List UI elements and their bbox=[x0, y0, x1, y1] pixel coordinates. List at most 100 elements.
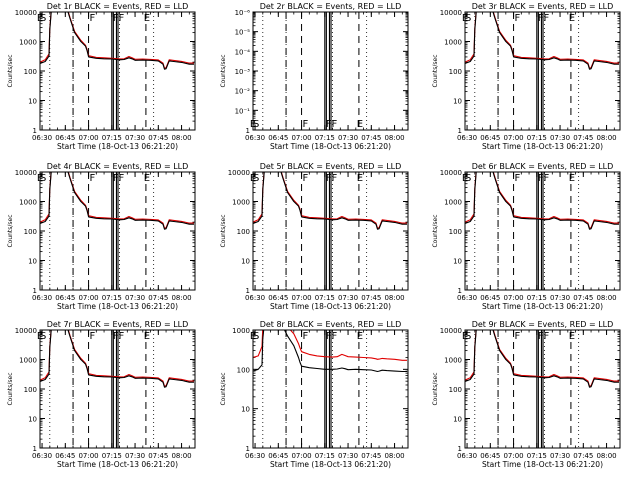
reference-lines bbox=[474, 12, 580, 130]
series-line-events bbox=[40, 172, 194, 230]
x-tick-label: 08:00 bbox=[171, 134, 191, 142]
series-group bbox=[40, 172, 194, 230]
reference-lines bbox=[474, 330, 580, 448]
y-tick-label: 10⁻³ bbox=[235, 68, 251, 76]
x-tick-label: 07:30 bbox=[338, 452, 358, 460]
x-tick-label: 07:45 bbox=[361, 294, 381, 302]
event-marker-label: S bbox=[40, 331, 46, 342]
panel-frame bbox=[464, 171, 621, 291]
x-tick-label: 07:30 bbox=[550, 452, 570, 460]
y-axis-label: Counts/sec bbox=[7, 214, 14, 247]
x-axis-label: Start Time (18-Oct-13 06:21:20) bbox=[482, 460, 603, 469]
reference-lines bbox=[49, 172, 155, 290]
panel-frame bbox=[39, 329, 196, 449]
x-tick-label: 07:00 bbox=[503, 452, 523, 460]
y-axis-label: Counts/sec bbox=[220, 214, 227, 247]
y-tick-label: 1 bbox=[458, 445, 462, 453]
event-marker-label: S bbox=[465, 331, 471, 342]
series-group bbox=[253, 330, 407, 373]
y-axis-label: Counts/sec bbox=[432, 54, 439, 87]
x-tick-label: 07:15 bbox=[315, 134, 335, 142]
series-line-events bbox=[40, 330, 194, 388]
x-tick-label: 07:45 bbox=[361, 452, 381, 460]
x-tick-label: 06:45 bbox=[268, 294, 288, 302]
detector-panel: Det 9r BLACK = Events, RED = LLD Counts/s… bbox=[432, 320, 621, 469]
y-tick-label: 1000 bbox=[444, 39, 462, 47]
panel-title: Det 6r BLACK = Events, RED = LLD bbox=[472, 162, 614, 171]
x-tick-label: 07:00 bbox=[291, 134, 311, 142]
y-tick-label: 10⁻¹ bbox=[235, 107, 251, 115]
y-tick-label: 10 bbox=[453, 416, 462, 424]
event-marker-label: FF bbox=[538, 13, 550, 24]
y-tick-label: 1 bbox=[33, 445, 37, 453]
y-axis-label: Counts/sec bbox=[220, 372, 227, 405]
x-axis-label: Start Time (18-Oct-13 06:21:20) bbox=[57, 142, 178, 151]
y-tick-label: 10 bbox=[453, 258, 462, 266]
event-marker-label: E bbox=[357, 331, 363, 342]
event-marker-label: FF bbox=[538, 331, 550, 342]
event-marker-label: F bbox=[303, 331, 309, 342]
y-tick-label: 100 bbox=[449, 386, 462, 394]
x-tick-label: 07:15 bbox=[102, 452, 122, 460]
x-tick-label: 06:45 bbox=[480, 294, 500, 302]
y-tick-label: 1000 bbox=[19, 39, 37, 47]
y-tick-label: 100 bbox=[237, 366, 250, 374]
detector-panel: Det 1r BLACK = Events, RED = LLD Counts/s… bbox=[7, 2, 196, 151]
x-tick-label: 07:00 bbox=[291, 452, 311, 460]
event-marker-label: E bbox=[569, 13, 575, 24]
series-line-events bbox=[253, 330, 407, 373]
series-line-events bbox=[253, 172, 407, 230]
panel-frame bbox=[464, 329, 621, 449]
x-axis-label: Start Time (18-Oct-13 06:21:20) bbox=[57, 460, 178, 469]
y-tick-label: 1 bbox=[33, 127, 37, 135]
event-marker-label: S bbox=[40, 13, 46, 24]
event-marker-label: FF bbox=[113, 13, 125, 24]
x-axis-label: Start Time (18-Oct-13 06:21:20) bbox=[57, 302, 178, 311]
x-tick-label: 06:30 bbox=[32, 452, 52, 460]
event-marker-label: F bbox=[90, 13, 96, 24]
x-tick-label: 06:30 bbox=[32, 134, 52, 142]
event-marker-label: F bbox=[303, 119, 309, 130]
x-tick-label: 07:30 bbox=[125, 452, 145, 460]
x-tick-label: 06:45 bbox=[55, 134, 75, 142]
x-tick-label: 07:15 bbox=[102, 294, 122, 302]
x-tick-label: 06:45 bbox=[268, 134, 288, 142]
detector-panel: Det 6r BLACK = Events, RED = LLD Counts/s… bbox=[432, 162, 621, 311]
event-marker-label: E bbox=[144, 331, 150, 342]
panel-title: Det 9r BLACK = Events, RED = LLD bbox=[472, 320, 614, 329]
x-tick-label: 06:30 bbox=[457, 294, 477, 302]
panel-frame bbox=[252, 11, 409, 131]
x-tick-label: 07:00 bbox=[78, 134, 98, 142]
y-tick-label: 1 bbox=[458, 287, 462, 295]
x-tick-label: 07:30 bbox=[338, 134, 358, 142]
x-tick-label: 07:30 bbox=[550, 294, 570, 302]
x-tick-label: 07:30 bbox=[550, 134, 570, 142]
series-line-lld bbox=[40, 330, 194, 387]
panel-frame bbox=[39, 171, 196, 291]
x-tick-label: 07:00 bbox=[78, 294, 98, 302]
x-tick-label: 07:15 bbox=[315, 452, 335, 460]
series-line-events bbox=[465, 330, 619, 388]
reference-lines bbox=[262, 12, 368, 130]
panel-title: Det 2r BLACK = Events, RED = LLD bbox=[260, 2, 402, 11]
x-tick-label: 08:00 bbox=[384, 294, 404, 302]
event-marker-label: E bbox=[357, 119, 363, 130]
detector-panel: Det 2r BLACK = Events, RED = LLD Counts/s… bbox=[220, 2, 409, 151]
x-tick-label: 06:45 bbox=[268, 452, 288, 460]
panel-frame bbox=[464, 11, 621, 131]
x-tick-label: 07:30 bbox=[125, 134, 145, 142]
x-tick-label: 06:30 bbox=[457, 134, 477, 142]
x-tick-label: 07:45 bbox=[148, 452, 168, 460]
y-axis-label: Counts/sec bbox=[7, 372, 14, 405]
x-tick-label: 06:30 bbox=[457, 452, 477, 460]
x-tick-label: 07:00 bbox=[503, 134, 523, 142]
y-tick-label: 10⁻² bbox=[235, 88, 251, 96]
series-line-lld bbox=[253, 330, 407, 361]
x-tick-label: 07:45 bbox=[148, 294, 168, 302]
x-axis-label: Start Time (18-Oct-13 06:21:20) bbox=[270, 142, 391, 151]
y-tick-label: 100 bbox=[449, 228, 462, 236]
y-tick-label: 10000 bbox=[15, 169, 37, 177]
x-tick-label: 08:00 bbox=[171, 294, 191, 302]
y-tick-label: 10⁻⁵ bbox=[235, 29, 251, 37]
x-tick-label: 07:00 bbox=[291, 294, 311, 302]
